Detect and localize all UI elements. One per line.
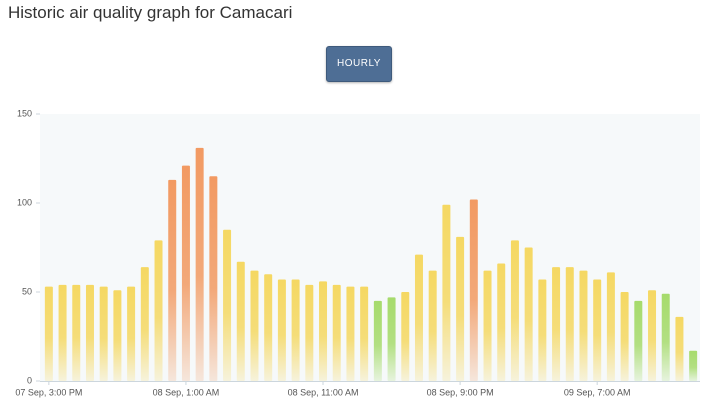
bar <box>565 267 574 381</box>
chart-title: Historic air quality graph for Camacari <box>8 3 293 22</box>
hourly-button[interactable]: HOURLY <box>326 46 392 82</box>
plot-background <box>40 114 700 381</box>
bar <box>483 270 492 381</box>
bar <box>346 286 355 381</box>
bar <box>606 272 615 381</box>
bar <box>236 261 245 381</box>
bar <box>168 179 177 381</box>
bar <box>387 297 396 381</box>
bar <box>510 240 519 381</box>
bar <box>277 279 286 381</box>
bar <box>552 267 561 381</box>
bar <box>195 147 204 381</box>
bar <box>538 279 547 381</box>
bar <box>250 270 259 381</box>
bar <box>44 286 53 381</box>
bar <box>305 284 314 381</box>
bar <box>209 176 218 381</box>
bar <box>58 284 67 381</box>
bar <box>373 300 382 381</box>
y-tick-label: 150 <box>17 108 32 118</box>
bar <box>497 263 506 381</box>
bar <box>620 292 629 381</box>
bar <box>154 240 163 381</box>
bar <box>414 254 423 381</box>
bar <box>360 286 369 381</box>
bar <box>428 270 437 381</box>
x-tick-label: 08 Sep, 11:00 AM <box>288 387 359 397</box>
bar <box>223 229 232 381</box>
x-tick-label: 07 Sep, 3:00 PM <box>15 387 82 397</box>
bar <box>181 165 190 381</box>
bar <box>319 281 328 381</box>
x-tick-label: 09 Sep, 7:00 AM <box>564 387 631 397</box>
bar <box>113 290 122 381</box>
bar <box>140 267 149 381</box>
bar <box>127 286 136 381</box>
y-tick-label: 50 <box>22 286 32 296</box>
bar <box>401 292 410 381</box>
bar <box>579 270 588 381</box>
bar <box>264 274 273 381</box>
bar <box>99 286 108 381</box>
bar <box>524 247 533 381</box>
bar <box>85 284 94 381</box>
bar <box>332 284 341 381</box>
bar <box>442 204 451 381</box>
x-tick-label: 08 Sep, 1:00 AM <box>153 387 220 397</box>
bar <box>689 350 698 381</box>
bar <box>648 290 657 381</box>
y-tick-label: 0 <box>27 375 32 385</box>
bar <box>661 293 670 381</box>
bar <box>72 284 81 381</box>
bar <box>634 300 643 381</box>
bar <box>675 316 684 381</box>
bar <box>291 279 300 381</box>
bar <box>469 199 478 381</box>
bar <box>456 236 465 381</box>
y-tick-label: 100 <box>17 197 32 207</box>
x-tick-label: 08 Sep, 9:00 PM <box>427 387 494 397</box>
bar <box>593 279 602 381</box>
